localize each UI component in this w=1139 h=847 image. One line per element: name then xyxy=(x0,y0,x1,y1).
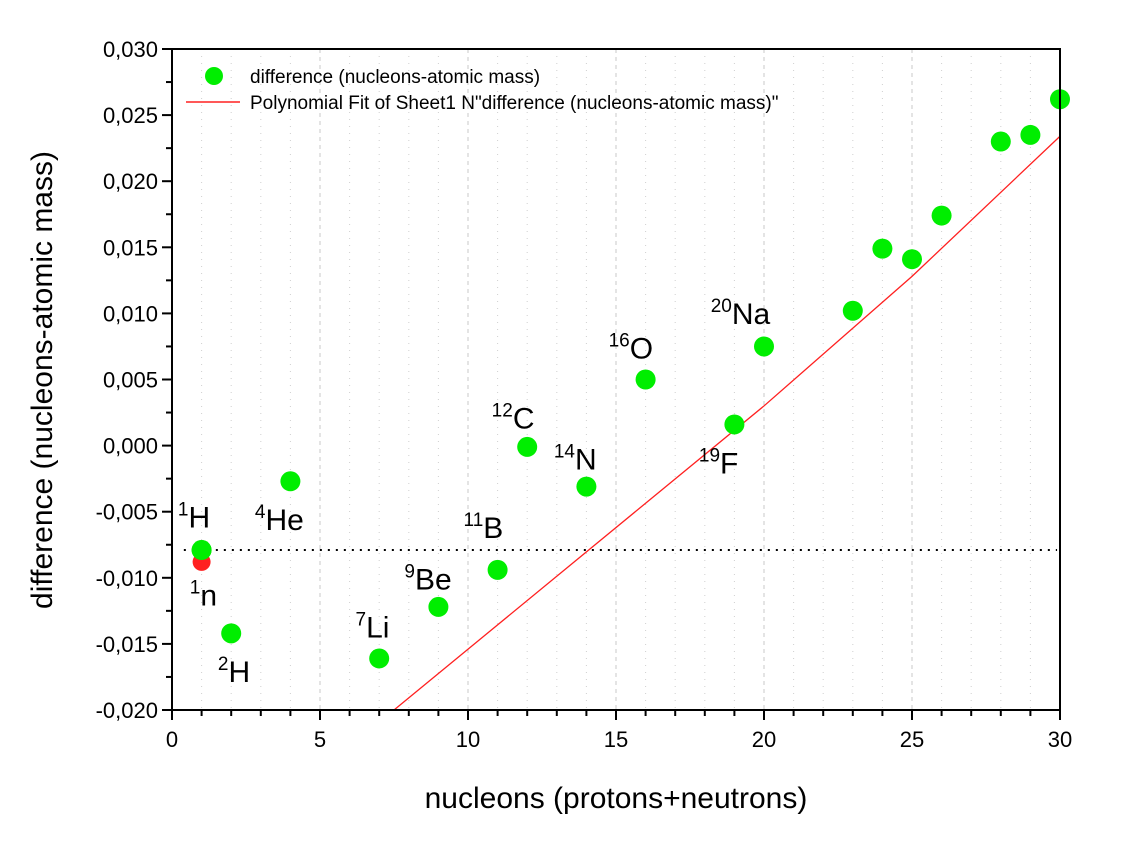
mass-number: 11 xyxy=(464,510,484,531)
data-point xyxy=(872,238,893,259)
mass-number: 12 xyxy=(492,400,513,421)
element-symbol: O xyxy=(630,332,653,365)
element-symbol: H xyxy=(228,656,250,689)
x-tick-label: 10 xyxy=(456,727,480,752)
isotope-label: 7Li xyxy=(356,609,390,644)
data-point xyxy=(635,369,656,390)
mass-number: 20 xyxy=(711,296,732,317)
isotope-label: 4He xyxy=(255,502,304,537)
data-point xyxy=(487,559,508,580)
data-point xyxy=(842,300,863,321)
mass-number: 9 xyxy=(404,562,415,583)
fit-line-group xyxy=(393,135,1061,711)
element-symbol: Li xyxy=(366,611,389,644)
data-point xyxy=(931,205,952,226)
mass-number: 2 xyxy=(218,654,229,675)
data-point xyxy=(902,249,922,270)
element-symbol: N xyxy=(575,443,597,476)
mass-number: 1 xyxy=(178,500,189,521)
isotope-label: 1n xyxy=(190,578,217,613)
data-point xyxy=(724,414,745,435)
data-point xyxy=(221,623,242,644)
mass-number: 14 xyxy=(554,441,576,462)
mass-number: 1 xyxy=(190,578,201,599)
mass-number: 19 xyxy=(699,445,720,466)
y-tick-label: -0,020 xyxy=(96,698,158,723)
x-tick-label: 20 xyxy=(752,727,776,752)
isotope-label: 16O xyxy=(609,330,653,365)
axes: 0 5 10 15 20 25 30 -0,020 -0,015 -0,010 -0,005 0,00… xyxy=(96,37,1073,752)
x-tick-label: 30 xyxy=(1048,727,1072,752)
element-symbol: n xyxy=(200,580,217,613)
y-tick-label: 0,015 xyxy=(103,235,158,260)
y-tick-label: 0,000 xyxy=(103,434,158,459)
isotope-label: 14N xyxy=(554,441,597,476)
y-tick-label: -0,010 xyxy=(96,566,158,591)
polynomial-fit-line xyxy=(393,135,1061,711)
isotope-label: 1H xyxy=(178,500,210,535)
data-point xyxy=(517,436,538,457)
element-symbol: C xyxy=(513,402,535,435)
x-tick-label: 15 xyxy=(604,727,628,752)
legend: difference (nucleons-atomic mass) Polynom… xyxy=(186,67,778,114)
mass-number: 16 xyxy=(609,330,630,351)
x-tick-label: 25 xyxy=(900,727,924,752)
legend-label: Polynomial Fit of Sheet1 N"difference (n… xyxy=(250,93,778,114)
legend-marker-icon xyxy=(205,67,223,85)
element-symbol: Be xyxy=(415,564,452,597)
y-tick-label: -0,015 xyxy=(96,632,158,657)
y-tick-label: -0,005 xyxy=(96,500,158,525)
isotope-label: 11B xyxy=(464,510,504,545)
element-symbol: Na xyxy=(732,298,771,331)
y-tick-label: 0,010 xyxy=(103,301,158,326)
x-tick-label: 0 xyxy=(166,727,178,752)
data-points xyxy=(191,89,1070,669)
data-point xyxy=(1020,124,1041,145)
isotope-label: 12C xyxy=(492,400,535,435)
isotope-label: 19F xyxy=(699,445,738,480)
element-symbol: H xyxy=(188,502,210,535)
mass-number: 4 xyxy=(255,502,266,523)
isotope-label: 2H xyxy=(218,654,250,689)
y-tick-label: 0,020 xyxy=(103,169,158,194)
data-point xyxy=(280,471,301,492)
data-point xyxy=(369,648,390,669)
y-axis-title: difference (nucleons-atomic mass) xyxy=(26,151,59,609)
x-tick-label: 5 xyxy=(314,727,326,752)
isotope-label: 9Be xyxy=(404,562,451,597)
element-symbol: He xyxy=(265,504,303,537)
data-point xyxy=(754,336,774,357)
data-point xyxy=(428,596,449,617)
x-axis-title: nucleons (protons+neutrons) xyxy=(425,782,808,815)
legend-label: difference (nucleons-atomic mass) xyxy=(250,67,540,88)
element-symbol: B xyxy=(483,512,503,545)
data-point xyxy=(990,131,1011,152)
hydrogen-data-point xyxy=(191,540,212,561)
element-symbol: F xyxy=(720,447,738,480)
data-point xyxy=(576,476,597,497)
y-tick-label: 0,030 xyxy=(103,37,158,62)
y-tick-label: 0,025 xyxy=(103,103,158,128)
grid xyxy=(201,49,1031,710)
isotope-label: 20Na xyxy=(711,296,771,331)
mass-number: 7 xyxy=(356,609,367,630)
y-tick-label: 0,005 xyxy=(103,368,158,393)
